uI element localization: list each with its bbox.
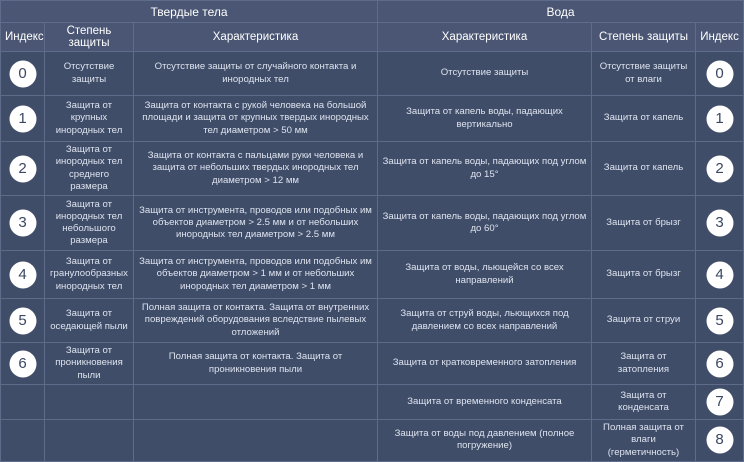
empty-cell	[44, 419, 134, 462]
empty-cell	[0, 419, 45, 462]
table-row: 3 Защита от инородных тел небольшого разм…	[0, 195, 744, 252]
column-header-row: Индекс Степень защиты Характеристика Хар…	[0, 22, 744, 52]
cell-index-right: 0	[694, 51, 744, 96]
table-row: 6 Защита от проникновения пыли Полная защи…	[0, 342, 744, 386]
cell-index-right: 1	[694, 95, 744, 142]
column-header-index-right: Индекс	[694, 22, 744, 52]
empty-cell	[44, 384, 134, 421]
table-row: 0 Отсутствие защиты Отсутствие защиты от с…	[0, 51, 744, 96]
cell-degree-left: Защита от гранулообразных инородных тел	[44, 250, 134, 300]
cell-degree-left: Защита от оседающей пыли	[44, 298, 134, 344]
table-row: 2 Защита от инородных тел среднего размер…	[0, 140, 744, 197]
cell-degree-left: Защита от крупных инородных тел	[44, 95, 134, 142]
empty-cell	[0, 384, 45, 421]
cell-index-right: 4	[694, 250, 744, 300]
column-header-characteristic-right: Характеристика	[377, 22, 592, 52]
index-badge: 6	[706, 350, 733, 377]
column-header-degree-left: Степень защиты	[44, 22, 134, 52]
index-badge: 3	[706, 210, 733, 237]
index-badge: 1	[706, 105, 733, 132]
cell-degree-right: Защита от конденсата	[591, 384, 696, 421]
table-row: 1 Защита от крупных инородных тел Защита о…	[0, 95, 744, 142]
empty-cell	[133, 384, 378, 421]
cell-degree-left: Защита от инородных тел небольшого разме…	[44, 195, 134, 252]
cell-characteristic-left: Защита от контакта с пальцами руки челов…	[133, 140, 378, 197]
column-header-degree-right: Степень защиты	[591, 22, 696, 52]
cell-characteristic-right: Защита от капель воды, падающих вертикал…	[377, 95, 592, 142]
table-row: 5 Защита от оседающей пыли Полная защита о…	[0, 298, 744, 344]
table-row: 4 Защита от гранулообразных инородных тел…	[0, 250, 744, 300]
cell-degree-right: Защита от затопления	[591, 342, 696, 386]
index-badge: 2	[706, 155, 733, 182]
index-badge: 2	[9, 155, 36, 182]
cell-index-left: 6	[0, 342, 45, 386]
cell-characteristic-left: Защита от инструмента, проводов или подо…	[133, 250, 378, 300]
index-badge: 7	[706, 389, 733, 416]
index-badge: 6	[9, 350, 36, 377]
cell-characteristic-left: Защита от инструмента, проводов или подо…	[133, 195, 378, 252]
cell-degree-left: Отсутствие защиты	[44, 51, 134, 96]
cell-degree-left: Защита от проникновения пыли	[44, 342, 134, 386]
index-badge: 5	[706, 307, 733, 334]
cell-characteristic-right: Защита от струй воды, льющихся под давле…	[377, 298, 592, 344]
index-badge: 0	[706, 60, 733, 87]
table-row: Защита от воды под давлением (полное пог…	[0, 419, 744, 462]
cell-index-right: 5	[694, 298, 744, 344]
index-badge: 1	[9, 105, 36, 132]
cell-index-right: 2	[694, 140, 744, 197]
index-badge: 5	[9, 307, 36, 334]
cell-index-left: 1	[0, 95, 45, 142]
cell-index-right: 3	[694, 195, 744, 252]
cell-index-left: 4	[0, 250, 45, 300]
index-badge: 8	[706, 427, 733, 454]
cell-degree-right: Защита от капель	[591, 95, 696, 142]
cell-index-left: 2	[0, 140, 45, 197]
cell-characteristic-right: Защита от кратковременного затопления	[377, 342, 592, 386]
cell-index-left: 5	[0, 298, 45, 344]
cell-degree-right: Защита от брызг	[591, 195, 696, 252]
cell-degree-right: Защита от струи	[591, 298, 696, 344]
index-badge: 3	[9, 210, 36, 237]
cell-characteristic-left: Полная защита от контакта. Защита от вну…	[133, 298, 378, 344]
cell-characteristic-right: Защита от капель воды, падающих под угло…	[377, 195, 592, 252]
cell-index-left: 3	[0, 195, 45, 252]
table-row: Защита от временного конденсата Защита от…	[0, 384, 744, 421]
cell-characteristic-left: Полная защита от контакта. Защита от про…	[133, 342, 378, 386]
cell-degree-right: Полная защита от влаги (герметичность)	[591, 419, 696, 462]
cell-characteristic-left: Отсутствие защиты от случайного контакта…	[133, 51, 378, 96]
group-header-solids: Твердые тела	[0, 0, 378, 23]
cell-characteristic-left: Защита от контакта с рукой человека на б…	[133, 95, 378, 142]
cell-characteristic-right: Защита от капель воды, падающих под угло…	[377, 140, 592, 197]
index-badge: 4	[706, 261, 733, 288]
column-header-index-left: Индекс	[0, 22, 45, 52]
cell-characteristic-right: Защита от временного конденсата	[377, 384, 592, 421]
group-header-row: Твердые тела Вода	[0, 0, 744, 23]
column-header-characteristic-left: Характеристика	[133, 22, 378, 52]
cell-degree-right: Защита от брызг	[591, 250, 696, 300]
cell-characteristic-right: Защита от воды под давлением (полное пог…	[377, 419, 592, 462]
cell-index-right: 7	[694, 384, 744, 421]
cell-characteristic-right: Отсутствие защиты	[377, 51, 592, 96]
cell-index-left: 0	[0, 51, 45, 96]
cell-degree-right: Отсутствие защиты от влаги	[591, 51, 696, 96]
index-badge: 0	[9, 60, 36, 87]
table-body: 0 Отсутствие защиты Отсутствие защиты от с…	[0, 51, 744, 462]
cell-degree-left: Защита от инородных тел среднего размера	[44, 140, 134, 197]
cell-index-right: 8	[694, 419, 744, 462]
cell-degree-right: Защита от капель	[591, 140, 696, 197]
group-header-water: Вода	[376, 0, 744, 23]
index-badge: 4	[9, 261, 36, 288]
cell-characteristic-right: Защита от воды, льющейся со всех направл…	[377, 250, 592, 300]
table-header: Твердые тела Вода Индекс Степень защиты …	[0, 0, 744, 52]
cell-index-right: 6	[694, 342, 744, 386]
empty-cell	[133, 419, 378, 462]
